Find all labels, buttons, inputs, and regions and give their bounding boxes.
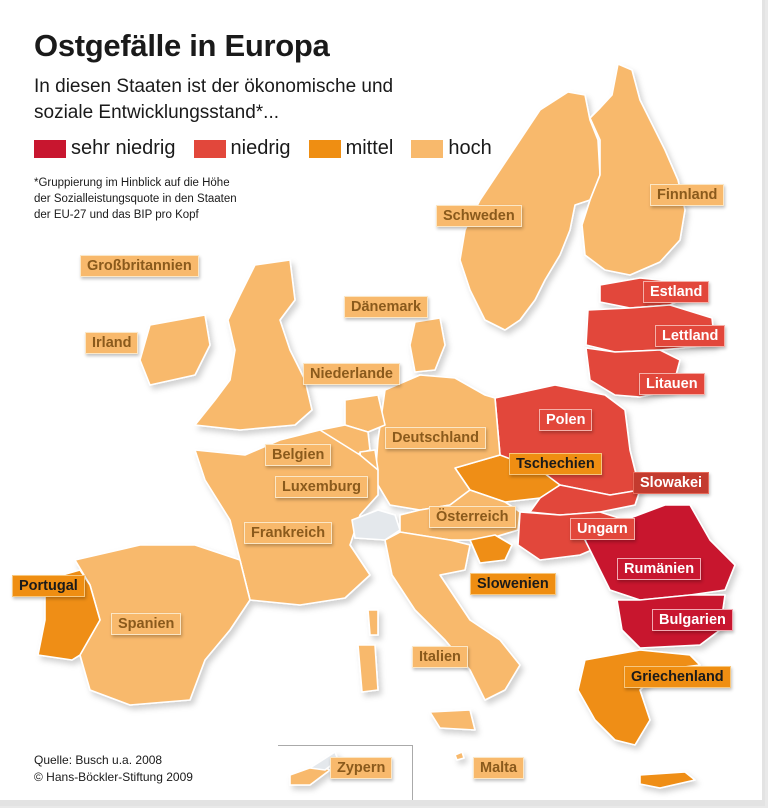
page-title: Ostgefälle in Europa: [34, 28, 330, 63]
legend-label: sehr niedrig: [71, 137, 176, 159]
label-griechenland: Griechenland: [624, 666, 731, 688]
country-slowenien: [469, 534, 513, 564]
label-grossbritannien: Großbritannien: [80, 255, 199, 277]
legend-swatch-niedrig: [193, 139, 226, 158]
label-rumaenien: Rumänien: [617, 558, 702, 580]
label-ungarn: Ungarn: [570, 518, 635, 540]
footnote-line: der EU-27 und das BIP pro Kopf: [34, 209, 199, 221]
label-frankreich: Frankreich: [244, 522, 333, 544]
country-finnland: [581, 63, 686, 276]
label-spanien: Spanien: [111, 613, 182, 635]
zypern-inset-frame: [278, 745, 413, 800]
legend-label: hoch: [448, 137, 492, 159]
footnote: *Gruppierung im Hinblick auf die Höhe de…: [34, 175, 237, 223]
label-lettland: Lettland: [655, 325, 726, 347]
label-estland: Estland: [643, 281, 710, 303]
subtitle-line-2: soziale Entwicklungsstand*...: [34, 102, 280, 123]
source-line: Quelle: Busch u.a. 2008: [34, 753, 163, 767]
label-polen: Polen: [539, 409, 593, 431]
label-daenemark: Dänemark: [344, 296, 429, 318]
label-tschechien: Tschechien: [509, 453, 602, 475]
subtitle-line-1: In diesen Staaten ist der ökonomische un…: [34, 76, 394, 97]
legend-item-mittel: mittel: [308, 137, 394, 160]
legend-swatch-hoch: [411, 139, 444, 158]
label-finnland: Finnland: [650, 184, 725, 206]
footnote-line: der Sozialleistungsquote in den Staaten: [34, 193, 237, 205]
legend-swatch-mittel: [308, 139, 341, 158]
country-irland: [139, 314, 211, 386]
legend-label: niedrig: [230, 137, 291, 159]
label-irland: Irland: [85, 332, 139, 354]
label-oesterreich: Österreich: [429, 506, 516, 528]
label-portugal: Portugal: [12, 575, 85, 597]
label-malta: Malta: [473, 757, 525, 779]
legend-item-hoch: hoch: [411, 137, 492, 160]
country-malta: [454, 751, 465, 761]
label-belgien: Belgien: [265, 444, 332, 466]
label-luxemburg: Luxemburg: [275, 476, 368, 498]
legend-swatch-sehr-niedrig: [34, 139, 66, 158]
country-griechenland: [577, 649, 701, 746]
label-deutschland: Deutschland: [385, 427, 487, 449]
footnote-line: *Gruppierung im Hinblick auf die Höhe: [34, 177, 230, 189]
country-niederlande: [344, 394, 386, 433]
label-niederlande: Niederlande: [303, 363, 400, 385]
label-zypern: Zypern: [330, 757, 393, 779]
source-credit: Quelle: Busch u.a. 2008 © Hans-Böckler-S…: [34, 752, 193, 786]
label-schweden: Schweden: [436, 205, 522, 227]
label-italien: Italien: [412, 646, 468, 668]
country-italien: [384, 531, 521, 701]
copyright-line: © Hans-Böckler-Stiftung 2009: [34, 770, 193, 784]
label-slowakei: Slowakei: [633, 472, 710, 494]
legend-item-sehr-niedrig: sehr niedrig: [34, 137, 176, 160]
legend-label: mittel: [345, 137, 394, 159]
legend: sehr niedrig niedrig mittel hoch: [34, 137, 510, 160]
country-grossbritannien: [194, 259, 313, 431]
island-sardinien: [357, 644, 379, 693]
country-schweden: [459, 91, 601, 331]
country-daenemark: [409, 317, 446, 373]
label-bulgarien: Bulgarien: [652, 609, 733, 631]
island-sizilien: [429, 709, 476, 731]
island-kreta: [639, 771, 696, 789]
label-slowenien: Slowenien: [470, 573, 556, 595]
island-korsika: [367, 609, 379, 636]
legend-item-niedrig: niedrig: [193, 137, 291, 160]
subtitle: In diesen Staaten ist der ökonomische un…: [34, 74, 474, 126]
label-litauen: Litauen: [639, 373, 705, 395]
